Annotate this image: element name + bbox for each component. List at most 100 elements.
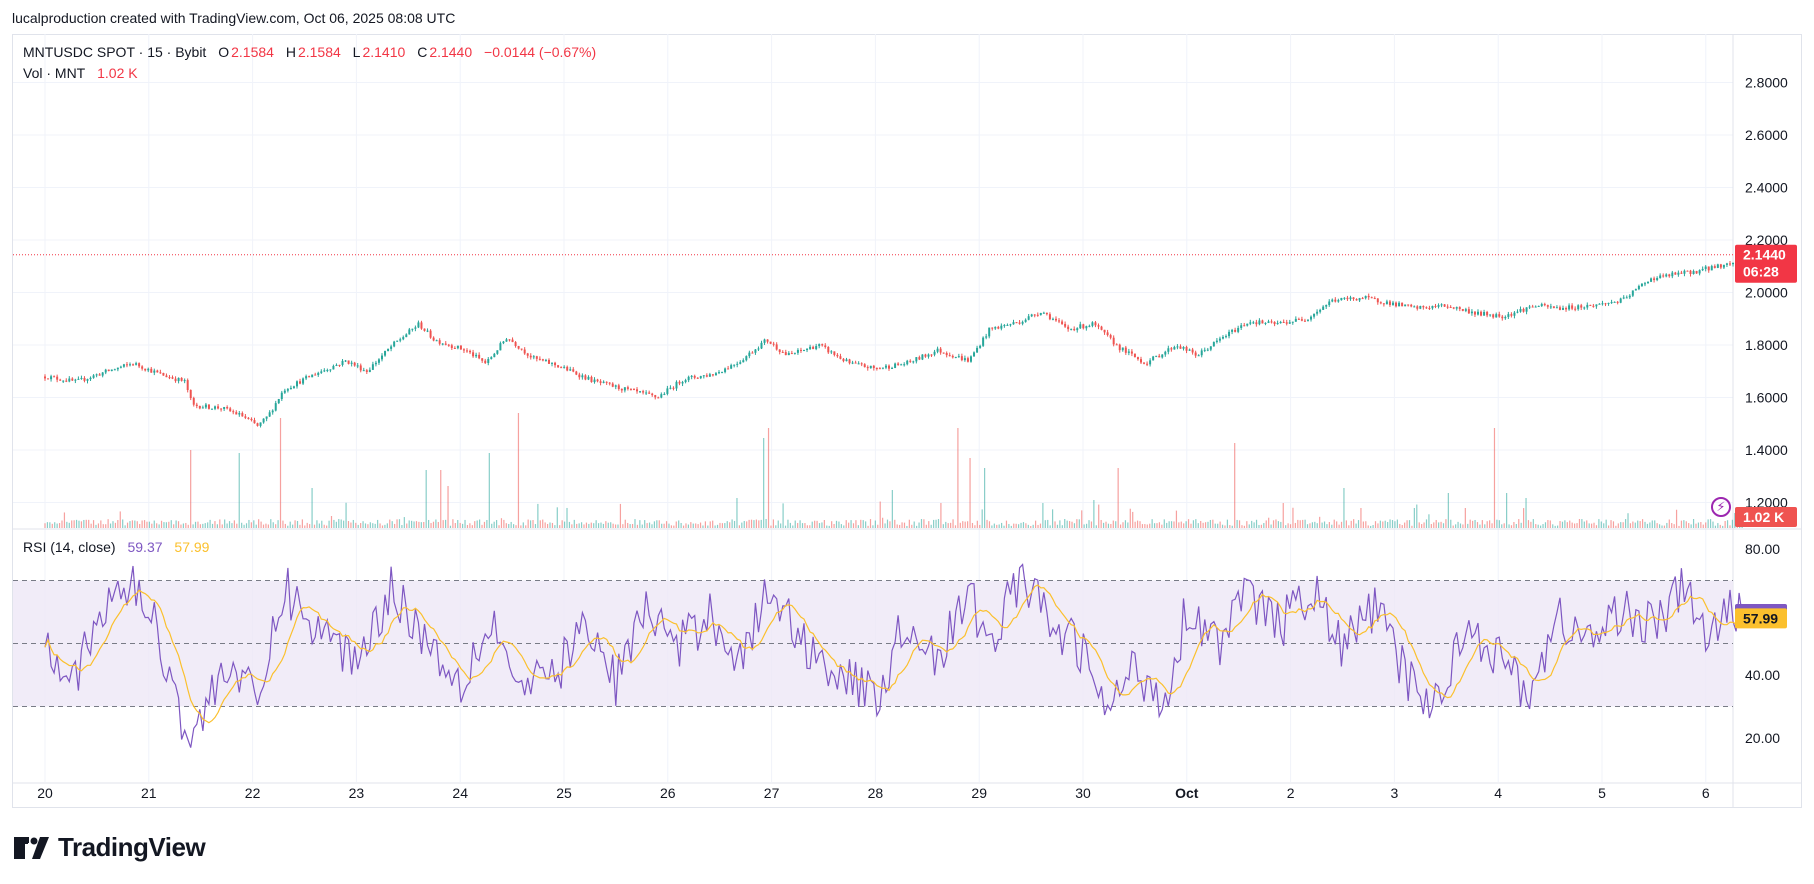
volume-bar (614, 524, 617, 528)
volume-bar (1627, 513, 1629, 528)
time-tick-label: 27 (764, 785, 780, 801)
volume-bar (695, 523, 697, 528)
symbol-label[interactable]: MNTUSDC SPOT · 15 · Bybit (23, 44, 207, 60)
lightning-icon[interactable]: ⚡ (1711, 497, 1731, 517)
candle-body (1707, 266, 1710, 271)
candle-body (690, 375, 693, 377)
volume-bar (1559, 521, 1561, 528)
volume-bar (712, 520, 714, 528)
volume-bar (112, 521, 114, 528)
candle-body (1085, 326, 1088, 329)
volume-bar (998, 524, 1000, 528)
candle-body (508, 339, 511, 341)
candle-body (775, 344, 778, 350)
volume-bar (962, 521, 964, 528)
volume-bar (984, 468, 986, 528)
volume-bar (1095, 525, 1097, 528)
volume-bars (44, 413, 1743, 528)
volume-bar (945, 521, 947, 528)
volume-bar (92, 520, 95, 528)
volume-bar (270, 519, 272, 528)
volume-bar (471, 525, 473, 528)
volume-bar (1692, 519, 1695, 528)
volume-bar (1646, 523, 1649, 528)
candle-body (824, 345, 827, 348)
candle-body (754, 349, 757, 353)
candle-body (699, 376, 702, 379)
volume-bar (804, 523, 806, 528)
volume-bar (1464, 508, 1466, 528)
volume-bar (889, 521, 891, 528)
volume-bar (1020, 522, 1022, 528)
volume-bar (882, 517, 884, 528)
candle-body (204, 404, 207, 408)
volume-bar (78, 520, 80, 528)
volume-bar (758, 520, 760, 528)
tradingview-logo[interactable]: TradingView (14, 832, 206, 863)
volume-bar (1600, 521, 1602, 528)
candle-body (1732, 262, 1735, 265)
time-tick-label: 23 (349, 785, 365, 801)
volume-bar (1680, 520, 1683, 528)
candle-body (478, 354, 481, 359)
volume-badge-bg (1735, 507, 1797, 527)
volume-bar (1576, 523, 1578, 528)
volume-label[interactable]: Vol · MNT (23, 65, 86, 81)
volume-bar (937, 519, 940, 528)
volume-bar (1498, 520, 1500, 528)
candle-body (1139, 359, 1142, 363)
time-tick-label: 20 (37, 785, 53, 801)
candle-body (1234, 329, 1237, 332)
volume-bar (546, 523, 549, 528)
volume-bar (1054, 521, 1056, 528)
volume-bar (272, 522, 274, 528)
candle-body (426, 330, 429, 332)
volume-bar (292, 524, 294, 528)
candle-body (1613, 301, 1616, 303)
volume-bar (1059, 520, 1061, 528)
candle-body (1659, 275, 1662, 279)
candle-body (888, 365, 891, 369)
candle-body (629, 388, 632, 390)
candle-body (1070, 328, 1073, 330)
candle-body (830, 351, 833, 353)
volume-bar (1127, 522, 1129, 528)
candle-body (684, 380, 687, 383)
volume-bar (71, 520, 73, 528)
candle-body (1091, 322, 1094, 326)
candle-body (1185, 346, 1188, 351)
candle-body (696, 377, 699, 379)
volume-bar (1593, 522, 1595, 528)
volume-bar (1620, 522, 1622, 528)
volume-bar (1479, 524, 1481, 528)
time-tick-label: 24 (452, 785, 468, 801)
volume-bar (1588, 523, 1590, 528)
volume-bar (913, 521, 915, 528)
volume-bar (1277, 521, 1279, 528)
rsi-label[interactable]: RSI (14, close) (23, 539, 116, 555)
volume-bar (1540, 525, 1542, 528)
volume-bar (1001, 522, 1003, 528)
volume-bar (1578, 519, 1581, 528)
price-tick-label: 2.6000 (1745, 127, 1788, 143)
volume-bar (670, 525, 673, 528)
volume-bar (1639, 521, 1641, 528)
candle-body (1358, 298, 1361, 301)
candle-body (1067, 326, 1070, 330)
volume-bar (469, 523, 471, 528)
candle-body (563, 366, 566, 368)
volume-bar (1319, 516, 1321, 528)
time-tick-label: 3 (1391, 785, 1399, 801)
volume-bar (1476, 522, 1479, 528)
volume-bar (1207, 521, 1209, 528)
volume-bar (1066, 520, 1068, 528)
candle-body (1121, 347, 1124, 351)
volume-bar (1153, 523, 1156, 528)
candle-body (769, 341, 772, 344)
candle-body (271, 410, 274, 413)
volume-bar (1525, 498, 1527, 528)
candle-body (1042, 312, 1045, 314)
candle-body (645, 392, 648, 394)
price-tick-label: 1.2000 (1745, 495, 1788, 511)
